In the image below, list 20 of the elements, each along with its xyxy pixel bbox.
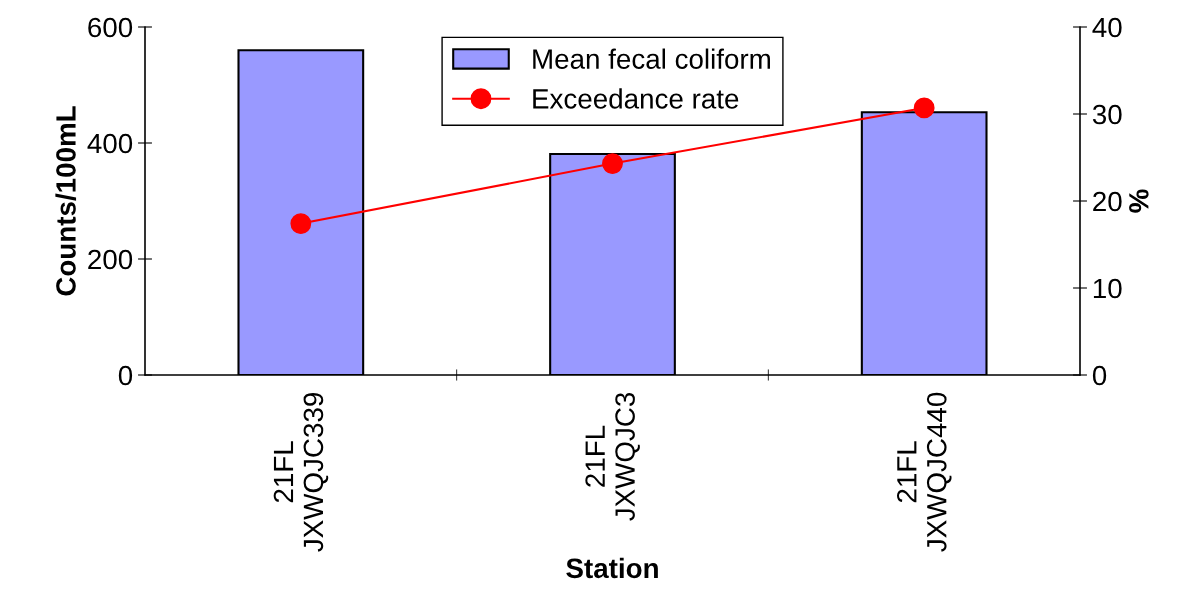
legend-label: Mean fecal coliform <box>533 48 770 69</box>
point <box>290 213 312 235</box>
y2-tick-label: 10 <box>1093 278 1122 299</box>
y2-tick-label: 0 <box>1092 365 1107 386</box>
x-axis-title: Station <box>566 557 658 579</box>
y-tick-label: 200 <box>88 249 133 270</box>
y2-tick-label: 30 <box>1092 104 1122 125</box>
legend-label: Exceedance rate <box>533 88 739 109</box>
x-tick-label: 21FL JXWQJC440 <box>896 392 952 552</box>
y2-tick-label: 20 <box>1093 191 1122 212</box>
x-tick-label: 21FL JXWQJC339 <box>273 392 329 552</box>
x-tick-label: 21FL JXWQJC3 <box>585 392 640 521</box>
y2-tick-label: 40 <box>1092 17 1122 38</box>
y-tick-label: 0 <box>118 365 133 386</box>
y2-axis-title: % <box>1129 189 1149 213</box>
y-tick-label: 400 <box>87 133 133 154</box>
point <box>602 153 623 175</box>
y-tick-label: 600 <box>88 17 133 38</box>
y-axis-title: Counts/100mL <box>55 106 77 296</box>
point <box>913 97 935 119</box>
